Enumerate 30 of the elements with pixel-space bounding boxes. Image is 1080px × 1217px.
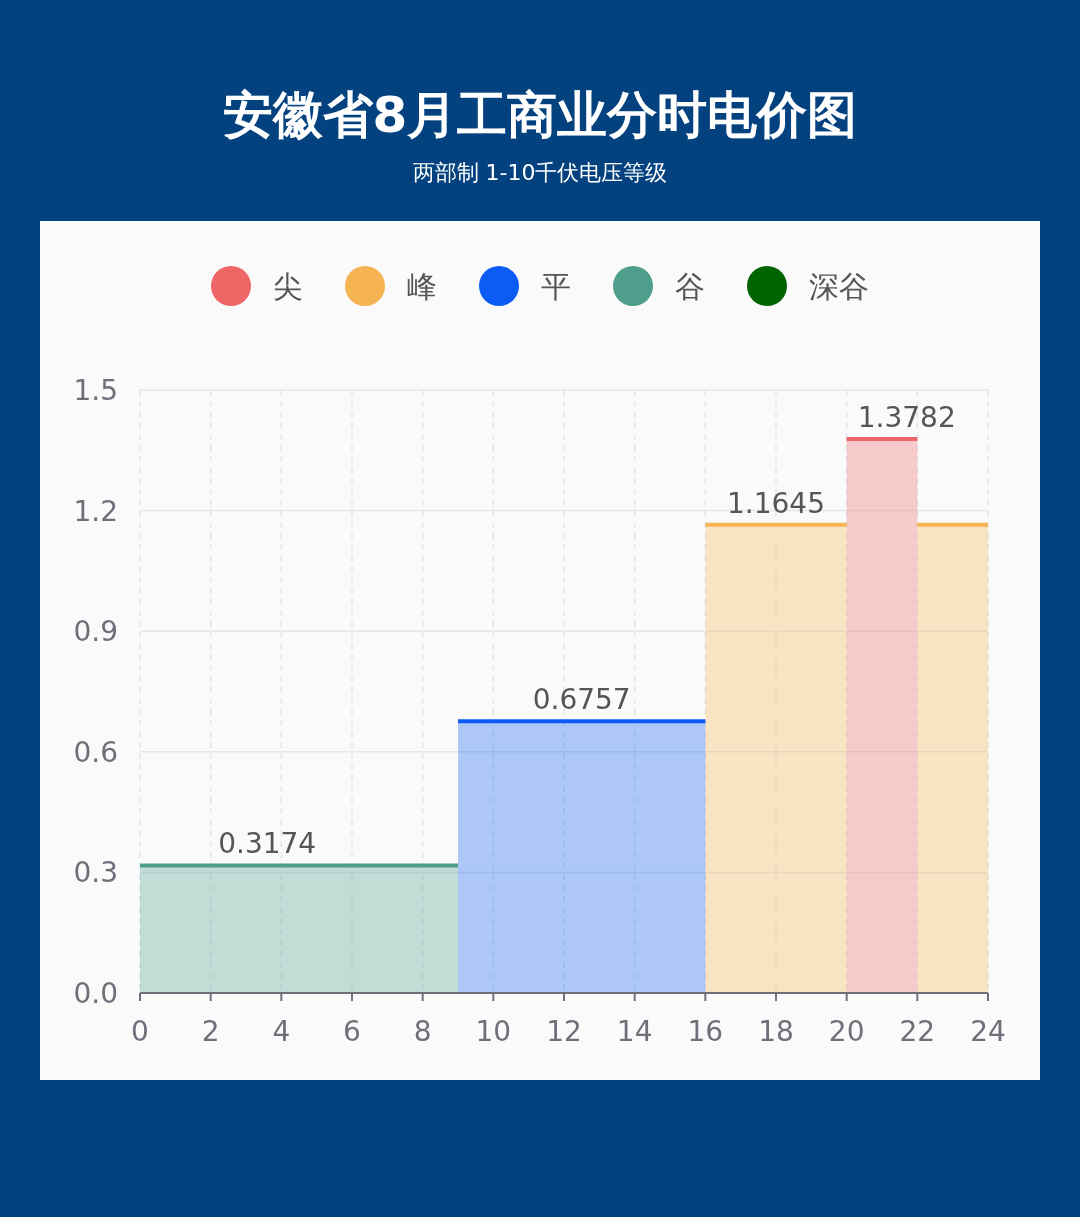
y-tick-label: 0.3 [73, 856, 118, 890]
x-tick-label: 2 [201, 1015, 220, 1048]
chart-subtitle: 两部制 1-10千伏电压等级 [412, 160, 668, 185]
x-tick-label: 10 [475, 1015, 512, 1048]
y-tick-label: 0.9 [73, 615, 118, 649]
x-tick-label: 14 [616, 1015, 653, 1048]
annotation: 1.3782 [857, 400, 956, 434]
annotation: 1.1645 [727, 486, 825, 520]
legend-label: 谷 [675, 269, 705, 304]
x-tick-label: 18 [758, 1015, 794, 1048]
y-tick-label: 1.2 [73, 494, 118, 528]
x-tick-label: 24 [970, 1015, 1006, 1048]
y-tick-label: 0.0 [73, 977, 118, 1010]
legend-label: 峰 [407, 269, 437, 304]
y-tick-label: 0.6 [73, 735, 118, 769]
chart-title: 安徽省8月工商业分时电价图 [222, 86, 858, 144]
x-tick-label: 4 [272, 1015, 291, 1048]
legend-label: 深谷 [809, 269, 869, 304]
x-tick-label: 12 [546, 1015, 582, 1048]
legend-label: 平 [541, 269, 571, 304]
x-tick-label: 22 [899, 1015, 936, 1048]
annotation: 0.6757 [532, 683, 631, 717]
x-tick-label: 0 [131, 1015, 149, 1048]
y-tick-label: 1.5 [73, 374, 118, 407]
x-tick-label: 8 [413, 1015, 432, 1048]
annotation: 0.3174 [218, 827, 317, 861]
x-tick-label: 20 [828, 1015, 865, 1048]
x-tick-label: 16 [687, 1015, 724, 1048]
x-tick-label: 6 [343, 1015, 361, 1048]
legend-label: 尖 [273, 269, 303, 304]
